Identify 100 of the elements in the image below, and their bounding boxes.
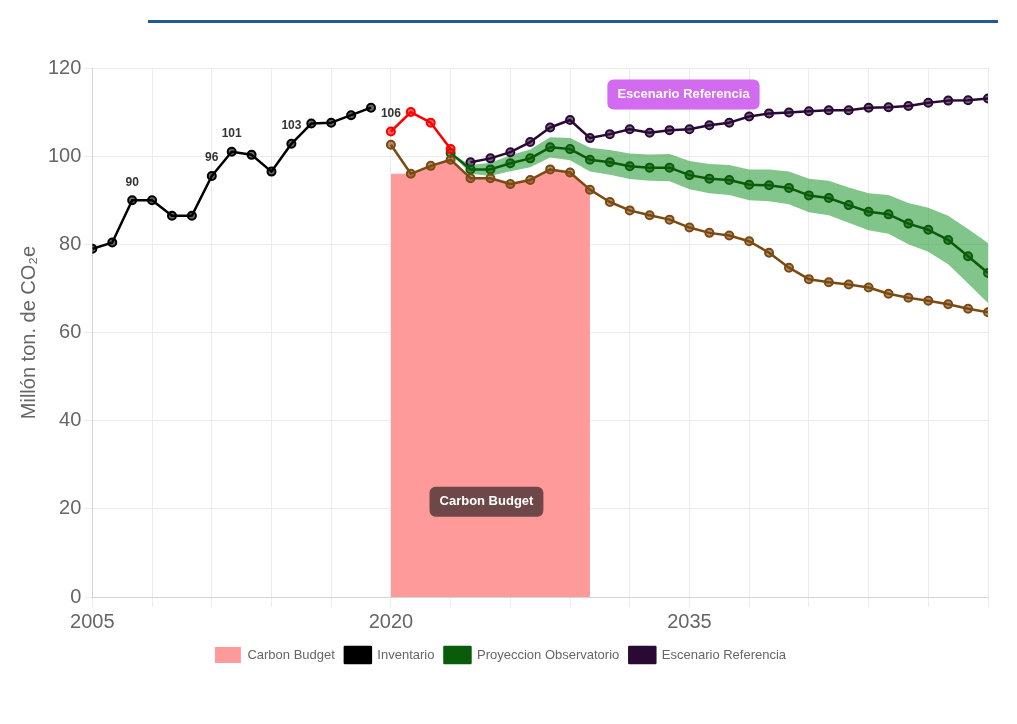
- point: [306, 118, 317, 129]
- point: [684, 124, 695, 135]
- point: [843, 200, 854, 211]
- point: [704, 173, 715, 184]
- point: [644, 210, 655, 221]
- point: [485, 173, 496, 184]
- point: [963, 251, 974, 262]
- point: [883, 288, 894, 299]
- point: [226, 146, 237, 157]
- point: [963, 303, 974, 314]
- point: [803, 190, 814, 201]
- point: [863, 282, 874, 293]
- point: [445, 144, 456, 155]
- point: [246, 149, 257, 160]
- y-tick-label: 100: [47, 143, 82, 166]
- x-tick-label: 2020: [368, 609, 414, 632]
- point: [624, 161, 635, 172]
- point: [923, 97, 934, 108]
- point: [883, 209, 894, 220]
- legend-label: Carbon Budget: [247, 646, 336, 662]
- point: [724, 230, 735, 241]
- point: [764, 108, 775, 119]
- point: [943, 234, 954, 245]
- point: [565, 167, 576, 178]
- point: [724, 117, 735, 128]
- point: [744, 179, 755, 190]
- x-tick-label: 2005: [70, 609, 115, 632]
- data-label: 103: [281, 118, 302, 133]
- point: [863, 206, 874, 217]
- point: [863, 102, 874, 113]
- point: [644, 162, 655, 173]
- data-label: 90: [125, 174, 140, 189]
- point: [744, 111, 755, 122]
- point: [206, 171, 217, 181]
- point: [107, 237, 118, 248]
- y-axis-title: Millón ton. de CO₂e: [16, 245, 39, 420]
- point: [803, 106, 814, 117]
- point: [903, 292, 914, 303]
- x-tick-label: 2035: [667, 609, 712, 632]
- point: [843, 279, 854, 290]
- annotation: Escenario Referencia: [617, 86, 751, 102]
- point: [584, 154, 595, 165]
- point: [505, 178, 516, 189]
- point: [803, 274, 814, 285]
- point: [545, 164, 556, 175]
- y-tick-label: 0: [70, 584, 82, 607]
- point: [425, 117, 436, 128]
- point: [963, 95, 974, 106]
- point: [883, 102, 894, 113]
- point: [266, 166, 277, 177]
- point: [764, 180, 775, 191]
- point: [545, 142, 556, 153]
- point: [286, 138, 297, 149]
- point: [783, 182, 794, 193]
- point: [326, 117, 337, 128]
- point: [903, 100, 914, 111]
- point: [445, 154, 456, 165]
- point: [385, 139, 396, 150]
- point: [843, 105, 854, 116]
- point: [783, 107, 794, 118]
- y-tick-label: 20: [59, 496, 82, 519]
- point: [604, 197, 615, 208]
- point: [405, 168, 416, 179]
- point: [127, 195, 138, 206]
- point: [923, 295, 934, 306]
- point: [545, 122, 556, 133]
- point: [186, 210, 197, 221]
- point: [684, 222, 695, 233]
- point: [943, 299, 954, 310]
- point: [346, 110, 357, 121]
- y-tick-label: 60: [59, 320, 82, 343]
- point: [764, 247, 775, 258]
- annotation: Carbon Budget: [439, 493, 535, 509]
- point: [604, 129, 615, 140]
- point: [903, 218, 914, 229]
- point: [823, 105, 834, 116]
- point: [465, 173, 476, 184]
- point: [485, 164, 496, 175]
- point: [624, 124, 635, 135]
- point: [584, 133, 595, 144]
- point: [664, 162, 675, 173]
- point: [565, 144, 576, 155]
- point: [166, 210, 177, 221]
- point: [823, 277, 834, 288]
- point: [485, 153, 496, 164]
- y-tick-label: 40: [59, 408, 82, 431]
- point: [604, 157, 615, 168]
- point: [744, 236, 755, 247]
- data-label: 96: [205, 150, 219, 165]
- point: [664, 125, 675, 136]
- point: [405, 107, 416, 118]
- data-label: 101: [221, 126, 243, 141]
- point: [147, 195, 158, 206]
- legend-label: Inventario: [377, 646, 435, 662]
- point: [684, 170, 695, 181]
- point: [943, 95, 954, 106]
- point: [525, 137, 536, 148]
- legend-label: Escenario Referencia: [661, 646, 787, 662]
- point: [644, 127, 655, 138]
- point: [624, 205, 635, 216]
